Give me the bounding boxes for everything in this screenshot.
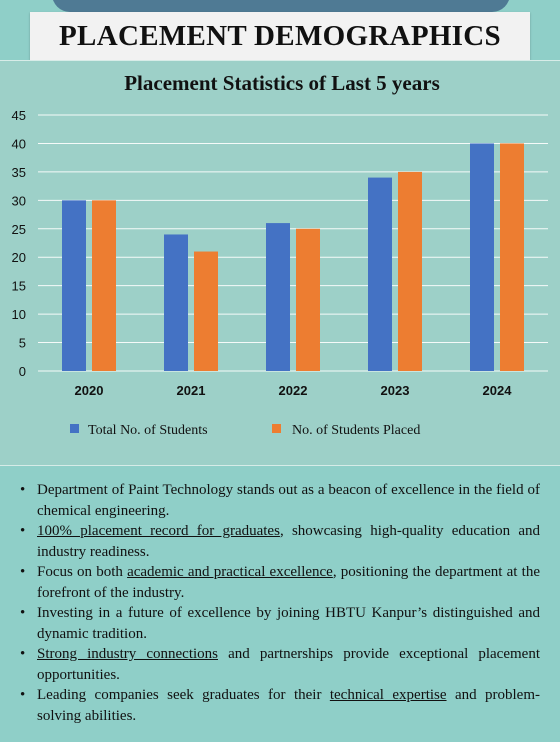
bar-total-2020 xyxy=(62,200,86,371)
header-decoration xyxy=(52,0,510,12)
bullet-dot: • xyxy=(20,564,26,580)
legend-swatch xyxy=(272,424,281,433)
bar-placed-2024 xyxy=(500,143,524,371)
y-tick-label: 30 xyxy=(12,193,26,208)
bullet-dot: • xyxy=(20,482,26,498)
bar-total-2023 xyxy=(368,177,392,371)
highlight-item: • Strong industry connections and partner… xyxy=(20,644,540,685)
x-tick-label: 2023 xyxy=(381,383,410,398)
y-tick-label: 10 xyxy=(12,307,26,322)
bullet-dot: • xyxy=(20,646,26,662)
bullet-dot: • xyxy=(20,523,26,539)
highlights-list: • Department of Paint Technology stands o… xyxy=(20,480,540,726)
section-divider xyxy=(0,465,560,466)
highlight-emphasis: technical expertise xyxy=(329,687,447,703)
y-tick-label: 15 xyxy=(12,279,26,294)
y-tick-label: 20 xyxy=(12,250,26,265)
bar-total-2022 xyxy=(266,223,290,371)
x-tick-label: 2020 xyxy=(75,383,104,398)
y-tick-label: 35 xyxy=(12,165,26,180)
x-tick-label: 2022 xyxy=(279,383,308,398)
y-tick-label: 45 xyxy=(12,108,26,123)
highlight-item: • Department of Paint Technology stands o… xyxy=(20,480,540,521)
highlight-text: Focus on both xyxy=(37,564,128,580)
y-tick-label: 0 xyxy=(19,364,26,379)
y-tick-label: 25 xyxy=(12,222,26,237)
bar-total-2021 xyxy=(164,234,188,371)
highlight-text: and partnerships provide exceptional pla… xyxy=(37,646,540,683)
legend-label: Total No. of Students xyxy=(88,423,208,438)
bar-placed-2021 xyxy=(194,251,218,371)
bar-placed-2023 xyxy=(398,171,422,371)
bullet-dot: • xyxy=(20,605,26,621)
highlight-emphasis: academic and practical excellence xyxy=(127,564,333,580)
highlight-item: • Leading companies seek graduates for th… xyxy=(20,685,540,726)
highlight-text: Department of Paint Technology stands ou… xyxy=(37,482,540,519)
highlight-text: Leading companies seek graduates for the… xyxy=(37,687,330,703)
bar-chart: Placement Statistics of Last 5 years 0 5 10… xyxy=(12,71,548,438)
highlight-text: and problem-solving abilities. xyxy=(37,687,540,724)
highlight-item: • 100% placement record for graduates, sh… xyxy=(20,521,540,562)
bullet-dot: • xyxy=(20,687,26,703)
bar-placed-2020 xyxy=(92,200,116,371)
highlight-text: , showcasing high-quality education and … xyxy=(37,523,540,560)
legend-swatch xyxy=(70,424,79,433)
legend-label: No. of Students Placed xyxy=(292,423,420,438)
page-banner: PLACEMENT DEMOGRAPHICS xyxy=(30,12,530,60)
highlight-item: • Investing in a future of excellence by … xyxy=(20,603,540,644)
chart-title: Placement Statistics of Last 5 years xyxy=(124,71,440,95)
highlight-text: , positioning the department at the fore… xyxy=(37,564,540,601)
highlight-text: Investing in a future of excellence by j… xyxy=(37,605,540,642)
x-tick-label: 2021 xyxy=(177,383,206,398)
y-tick-label: 40 xyxy=(12,136,26,151)
chart-panel: Placement Statistics of Last 5 years 0 5 10… xyxy=(0,60,560,466)
y-tick-label: 5 xyxy=(19,336,26,351)
highlight-item: • Focus on both academic and practical ex… xyxy=(20,562,540,603)
highlight-emphasis: 100% placement record for graduates xyxy=(37,523,280,539)
page-title: PLACEMENT DEMOGRAPHICS xyxy=(59,19,501,52)
bar-total-2024 xyxy=(470,143,494,371)
highlight-emphasis: Strong industry connections xyxy=(37,646,218,662)
bar-placed-2022 xyxy=(296,228,320,371)
x-tick-label: 2024 xyxy=(483,383,513,398)
